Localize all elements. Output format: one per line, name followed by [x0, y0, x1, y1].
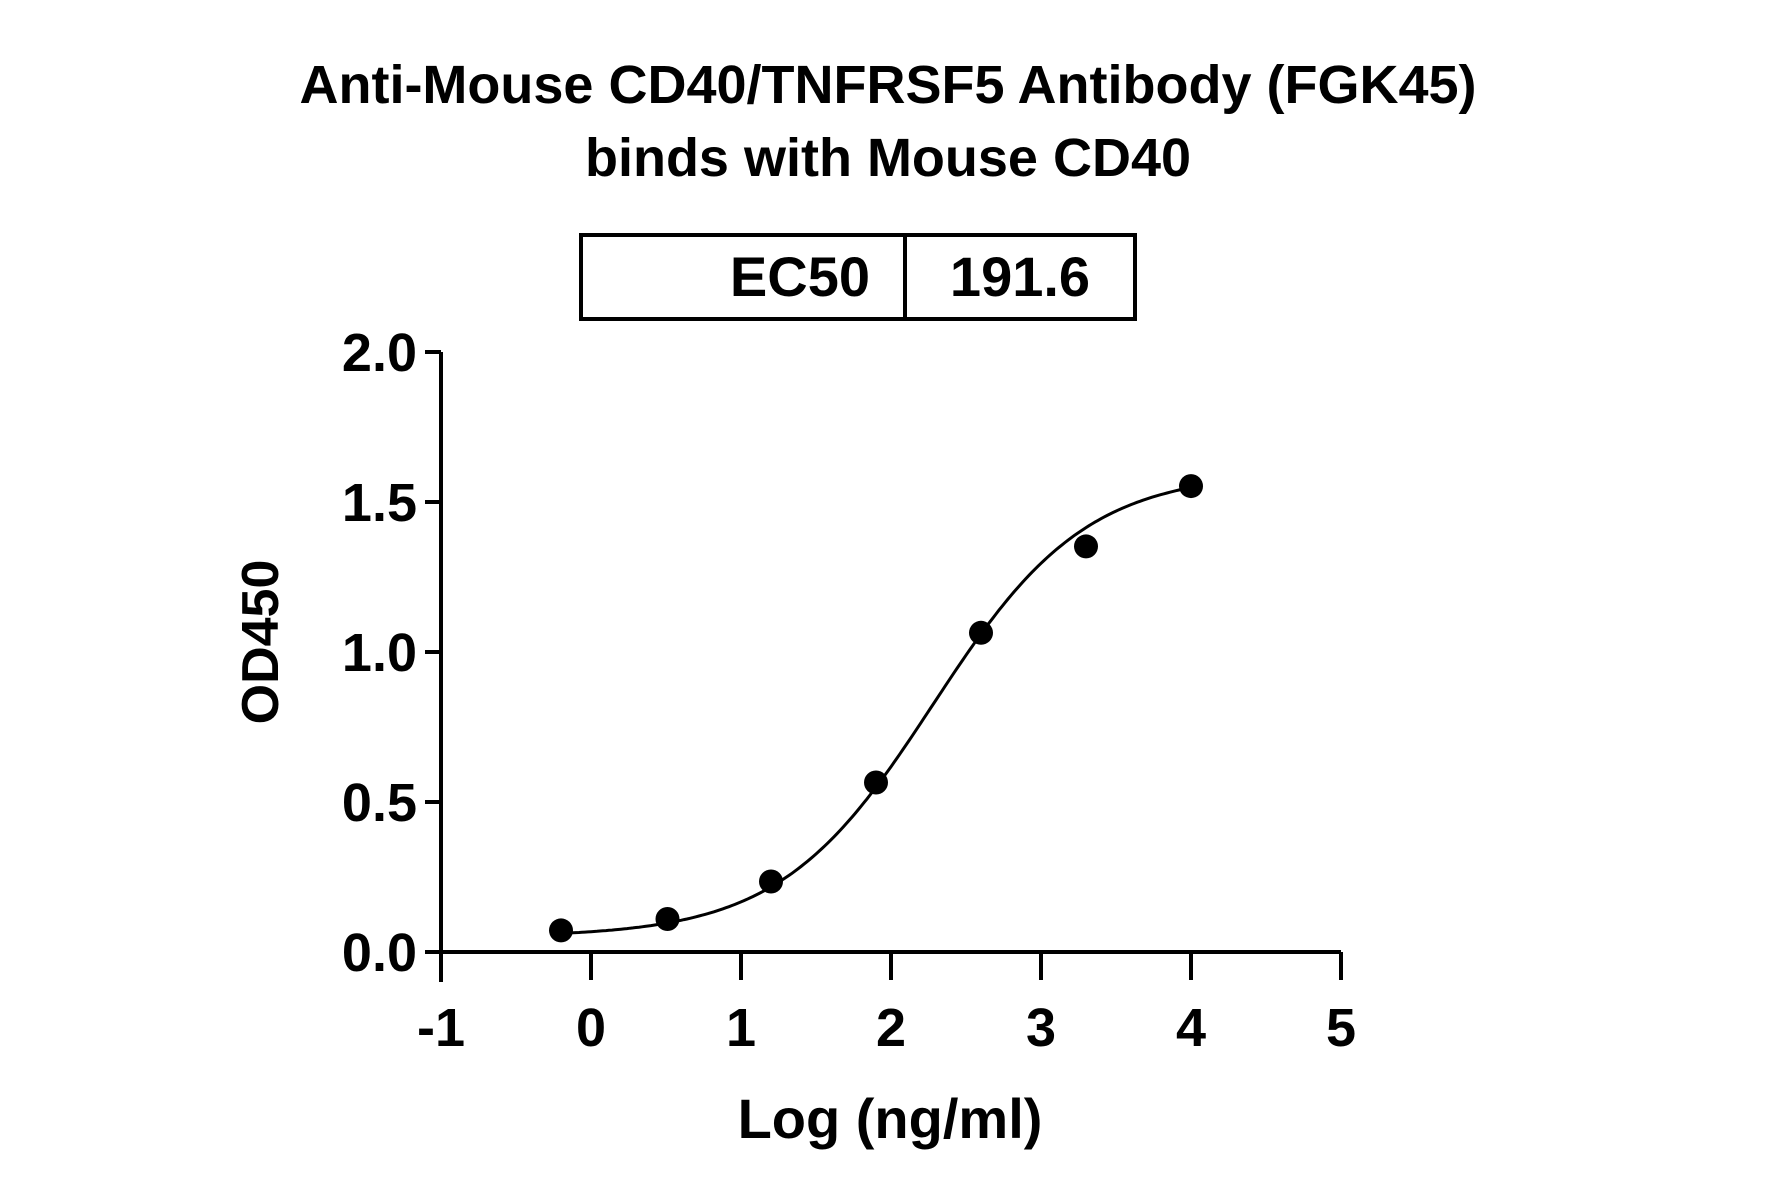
x-tick-label: 2	[876, 998, 906, 1058]
data-point	[759, 869, 783, 894]
x-tick-label: 3	[1026, 998, 1056, 1058]
data-point	[655, 907, 680, 931]
y-axis-label: OD450	[232, 560, 290, 725]
y-tick-label: 2.0	[342, 323, 417, 383]
chart-title-line-1: Anti-Mouse CD40/TNFRSF5 Antibody (FGK45)	[299, 55, 1476, 115]
ec50-label: EC50	[730, 245, 870, 308]
data-point	[1074, 534, 1098, 559]
y-tick-label: 1.0	[342, 623, 417, 683]
x-tick-label: 4	[1176, 998, 1206, 1058]
fit-curve	[560, 486, 1192, 935]
x-tick-label: 0	[576, 998, 606, 1058]
y-tick-label: 1.5	[342, 473, 417, 533]
data-point	[969, 620, 993, 645]
ec50-value: 191.6	[950, 245, 1090, 308]
x-tick-label: -1	[417, 998, 465, 1058]
x-tick-label: 5	[1326, 998, 1356, 1058]
data-point	[549, 918, 573, 943]
ec50-table-border	[579, 233, 1137, 321]
y-tick-label: 0.0	[342, 923, 417, 983]
data-point	[864, 770, 888, 795]
x-axis-label: Log (ng/ml)	[738, 1087, 1043, 1150]
data-points	[549, 474, 1203, 943]
ec50-table: EC50 191.6	[579, 233, 1137, 321]
data-point	[1179, 474, 1203, 499]
x-tick-label: 1	[726, 998, 756, 1058]
y-tick-label: 0.5	[342, 773, 417, 833]
chart-title-line-2: binds with Mouse CD40	[585, 128, 1191, 188]
axes: 0.0 0.5 1.0 1.5 2.0 -1 0 1 2 3 4 5	[342, 323, 1356, 1058]
